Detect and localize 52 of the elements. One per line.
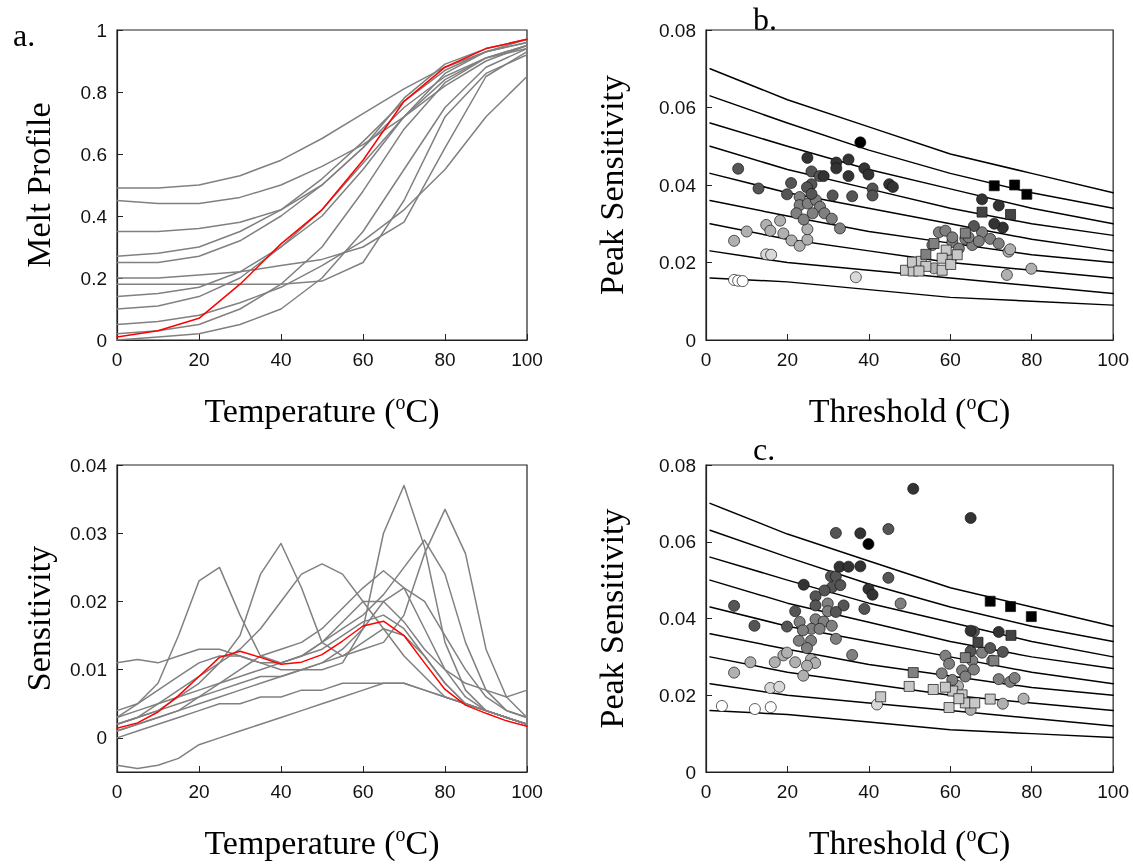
x-tick-label: 0 <box>700 781 712 802</box>
y-tick-label: 1 <box>96 19 107 41</box>
y-tick-label: 0.02 <box>659 252 696 273</box>
x-tick-label: 20 <box>776 781 798 802</box>
y-tick-label: 0.2 <box>80 267 107 289</box>
y-tick-label: 0.04 <box>659 174 697 196</box>
y-tick-label: 0.08 <box>659 19 696 41</box>
y-tick-label: 0.8 <box>80 81 107 103</box>
y-tick-label: 0 <box>96 727 107 749</box>
x-tick-label: 0 <box>700 349 712 370</box>
chart-title: c. <box>753 431 776 467</box>
y-tick-label: 0 <box>96 329 107 351</box>
x-tick-label: 100 <box>511 349 543 370</box>
x-tick-label: 100 <box>511 781 543 802</box>
y-tick-label: 0.08 <box>659 454 696 476</box>
y-tick-label: 0.06 <box>659 97 696 118</box>
x-tick-label: 100 <box>1097 781 1129 802</box>
y-tick-label: 0.04 <box>659 608 697 629</box>
x-tick-label: 80 <box>434 349 456 370</box>
chart-title: a. <box>13 17 36 53</box>
x-tick-label: 0 <box>111 349 123 370</box>
x-tick-label: 60 <box>939 349 961 370</box>
y-tick-label: 0.02 <box>659 684 696 706</box>
x-tick-label: 80 <box>1021 349 1043 370</box>
x-tick-label: 40 <box>858 349 880 370</box>
x-tick-label: 100 <box>1097 349 1129 370</box>
x-tick-label: 40 <box>270 781 292 802</box>
x-tick-label: 60 <box>939 781 961 802</box>
x-tick-label: 80 <box>1021 781 1043 802</box>
y-tick-label: 0 <box>685 329 696 351</box>
y-tick-label: 0.02 <box>70 590 107 612</box>
x-tick-label: 80 <box>434 781 456 802</box>
y-axis-title: Peak Sensitivity <box>592 74 630 296</box>
y-tick-label: 0.6 <box>80 143 107 165</box>
y-axis-title: Peak Sensitivity <box>592 508 630 729</box>
x-tick-label: 0 <box>111 781 123 802</box>
x-tick-label: 20 <box>776 349 798 370</box>
y-axis-title: Melt Profile <box>19 102 57 268</box>
chart-title: b. <box>753 1 777 37</box>
x-tick-label: 60 <box>352 349 374 370</box>
x-tick-label: 60 <box>352 781 374 802</box>
y-tick-label: 0.06 <box>659 531 696 553</box>
y-axis-title: Sensitivity <box>19 545 57 692</box>
y-tick-label: 0.03 <box>70 522 107 544</box>
y-tick-label: 0.04 <box>70 454 108 476</box>
y-tick-label: 0.01 <box>70 659 107 681</box>
x-tick-label: 20 <box>188 781 210 802</box>
x-tick-label: 40 <box>270 349 292 370</box>
y-tick-label: 0 <box>685 761 696 783</box>
x-tick-label: 40 <box>858 781 880 802</box>
y-tick-label: 0.4 <box>80 205 108 227</box>
x-tick-label: 20 <box>188 349 210 370</box>
